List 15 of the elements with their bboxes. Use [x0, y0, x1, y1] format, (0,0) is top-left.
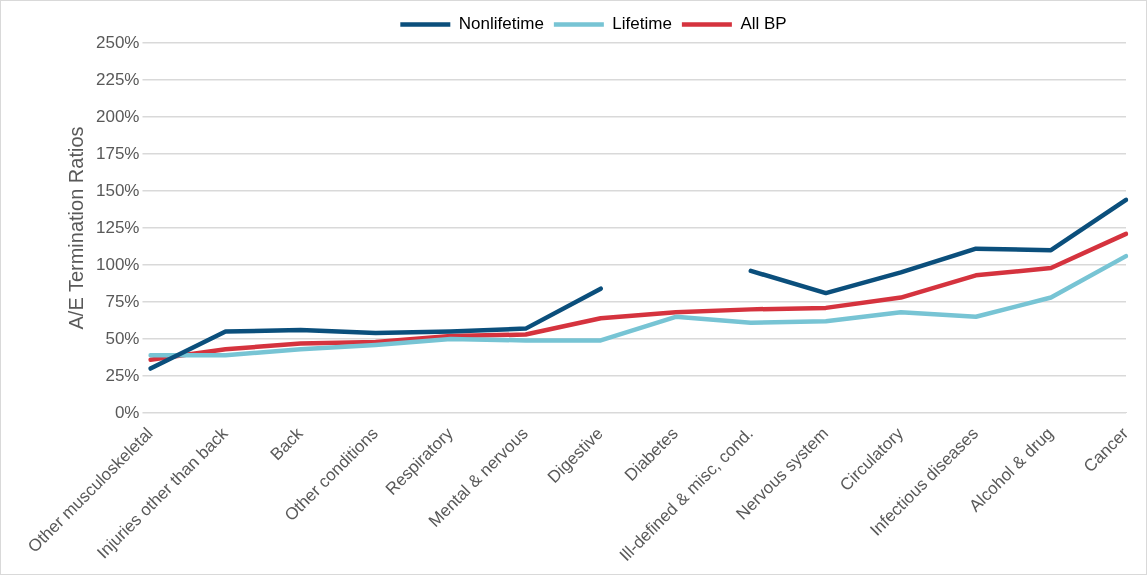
y-tick-label: 250% [96, 32, 140, 52]
y-tick-label: 175% [96, 143, 140, 163]
y-axis-title: A/E Termination Ratios [64, 126, 87, 330]
y-tick-label: 225% [96, 69, 140, 89]
legend-label: Nonlifetime [458, 14, 544, 34]
y-tick-label: 125% [96, 217, 140, 237]
y-tick-label: 100% [96, 254, 140, 274]
y-tick-label: 150% [96, 180, 140, 200]
legend-label: All BP [740, 14, 787, 34]
legend-label: Lifetime [612, 14, 672, 34]
y-tick-label: 50% [105, 328, 140, 348]
y-tick-label: 75% [105, 291, 140, 311]
y-tick-label: 25% [105, 365, 140, 385]
y-tick-label: 0% [114, 402, 140, 422]
y-tick-label: 200% [96, 106, 140, 126]
